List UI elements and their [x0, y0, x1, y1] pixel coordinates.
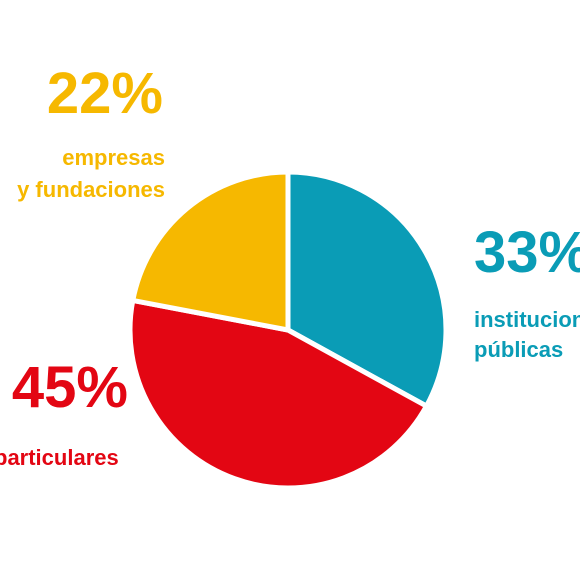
category-label: institucionespúblicas: [474, 307, 580, 362]
value-label: 22%: [47, 61, 163, 126]
pie-slice: [285, 169, 449, 409]
value-label: 45%: [12, 355, 128, 420]
pie-slice: [127, 297, 429, 491]
category-label: empresas y fundaciones: [17, 145, 165, 202]
category-label: particulares: [0, 445, 119, 470]
pie-slice: [130, 169, 291, 333]
value-label: 33%: [474, 220, 580, 285]
